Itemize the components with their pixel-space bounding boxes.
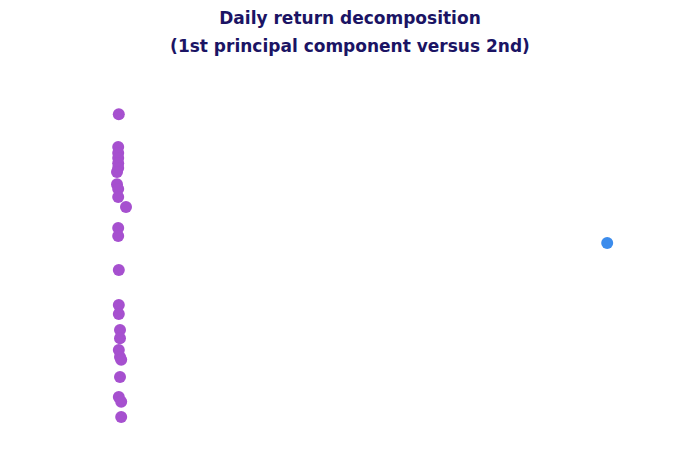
point xyxy=(115,411,127,423)
point xyxy=(113,108,125,120)
point xyxy=(113,308,125,320)
point xyxy=(115,396,127,408)
point xyxy=(111,166,123,178)
title: Daily return decomposition xyxy=(219,8,480,28)
series xyxy=(601,237,613,249)
point xyxy=(112,191,124,203)
chart: Daily return decomposition (1st principal… xyxy=(0,0,700,454)
point xyxy=(114,371,126,383)
point xyxy=(114,332,126,344)
point xyxy=(113,264,125,276)
point xyxy=(601,237,613,249)
points xyxy=(111,108,613,423)
subtitle: (1st principal component versus 2nd) xyxy=(170,36,530,56)
series xyxy=(111,108,132,423)
point xyxy=(115,354,127,366)
point xyxy=(120,201,132,213)
point xyxy=(112,230,124,242)
